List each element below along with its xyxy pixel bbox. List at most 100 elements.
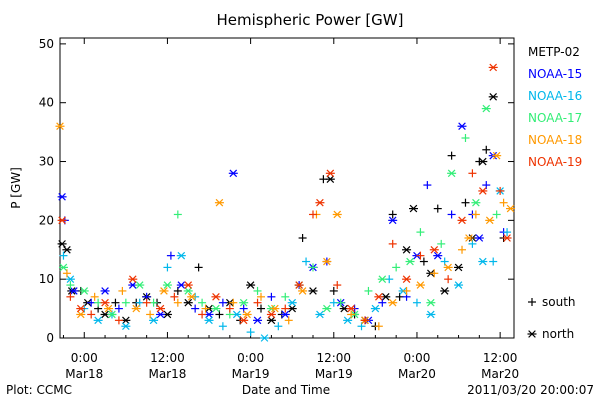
x-tick-label-time: 12:00: [316, 351, 351, 365]
data-point-south: [198, 298, 207, 307]
data-point-north: [100, 287, 110, 295]
plot-frame: [59, 37, 515, 339]
data-point-south: [166, 251, 175, 260]
y-tick-label: 20: [39, 213, 54, 227]
x-tick-label-time: 0:00: [403, 351, 430, 365]
data-point-south: [416, 228, 425, 237]
y-tick-label: 30: [39, 155, 54, 169]
data-point-north: [57, 193, 67, 201]
data-point-north: [464, 234, 474, 242]
data-point-north: [100, 298, 110, 307]
data-point-south: [114, 316, 123, 325]
data-point-north: [107, 310, 117, 319]
data-point-north: [315, 310, 325, 319]
data-point-north: [440, 287, 450, 295]
data-point-north: [239, 298, 249, 307]
data-point-south: [402, 286, 411, 295]
x-tick-label-date: Mar20: [398, 367, 436, 381]
data-point-north: [135, 281, 145, 289]
data-point-north: [454, 281, 464, 289]
legend-entry-noaa-15: NOAA-15: [528, 67, 582, 81]
data-point-south: [267, 292, 276, 301]
data-point-north: [298, 287, 308, 295]
legend-entry-noaa-17: NOAA-17: [528, 111, 582, 125]
data-point-south: [308, 210, 317, 219]
data-point-south: [225, 304, 234, 313]
data-point-north: [183, 298, 193, 307]
data-point-north: [162, 281, 172, 289]
x-axis-label: Date and Time: [242, 383, 330, 397]
data-point-south: [59, 251, 68, 260]
data-point-north: [478, 187, 488, 195]
data-point-north: [346, 304, 356, 313]
data-point-north: [76, 310, 86, 319]
data-point-south: [302, 257, 311, 266]
data-point-south: [419, 257, 428, 266]
data-point-north: [246, 281, 256, 289]
data-point-north: [93, 316, 103, 325]
data-point-north: [374, 293, 384, 301]
data-point-south: [482, 145, 491, 154]
data-point-north: [447, 169, 457, 178]
series-noaa-15: [57, 122, 508, 325]
data-point-south: [218, 322, 227, 331]
data-point-north: [405, 257, 415, 266]
data-point-north: [204, 316, 214, 325]
data-point-south: [253, 286, 262, 295]
data-points: [55, 63, 516, 342]
data-point-south: [173, 210, 182, 219]
data-point-south: [388, 210, 397, 219]
data-point-north: [488, 93, 498, 101]
data-point-south: [257, 304, 266, 313]
data-point-north: [377, 275, 387, 283]
data-point-north: [104, 304, 114, 313]
data-point-south: [274, 322, 283, 331]
data-point-south: [191, 304, 200, 313]
data-point-north: [415, 281, 425, 289]
data-point-south: [90, 292, 99, 301]
data-point-north: [57, 240, 67, 248]
data-point-south: [121, 298, 130, 307]
data-point-north: [426, 298, 436, 307]
data-point-north: [294, 281, 304, 289]
data-point-south: [468, 169, 477, 178]
x-tick-label-time: 12:00: [483, 351, 518, 365]
data-point-north: [55, 122, 65, 131]
data-point-north: [211, 293, 221, 301]
data-point-north: [287, 298, 297, 307]
data-point-north: [429, 245, 439, 254]
data-point-south: [430, 269, 439, 278]
series-metp-02: [57, 93, 508, 331]
data-point-south: [329, 298, 338, 307]
legend-label-south: south: [542, 295, 576, 309]
data-point-south: [281, 304, 290, 313]
data-point-north: [239, 316, 249, 325]
data-point-north: [149, 316, 159, 325]
data-point-north: [343, 316, 353, 325]
data-point-south: [444, 275, 453, 284]
data-point-north: [214, 198, 224, 207]
data-point-south: [392, 263, 401, 272]
data-point-north: [325, 175, 335, 183]
data-point-north: [308, 287, 318, 295]
x-tick-label-time: 0:00: [71, 351, 98, 365]
x-tick-label-time: 0:00: [237, 351, 264, 365]
legend-entry-noaa-16: NOAA-16: [528, 89, 582, 103]
legend-marker-north: [527, 330, 537, 338]
data-point-south: [333, 281, 342, 290]
data-point-south: [433, 204, 442, 213]
data-point-south: [364, 286, 373, 295]
legend-label-north: north: [542, 327, 574, 341]
data-point-north: [474, 234, 484, 242]
data-point-north: [270, 304, 280, 313]
data-point-north: [65, 275, 75, 283]
data-point-south: [246, 328, 255, 337]
x-tick-label-date: Mar18: [65, 367, 103, 381]
data-point-north: [156, 310, 166, 319]
data-point-south: [87, 310, 96, 319]
x-tick-label-time: 12:00: [150, 351, 185, 365]
data-point-north: [69, 287, 79, 295]
data-point-north: [176, 251, 186, 260]
data-point-south: [416, 251, 425, 260]
